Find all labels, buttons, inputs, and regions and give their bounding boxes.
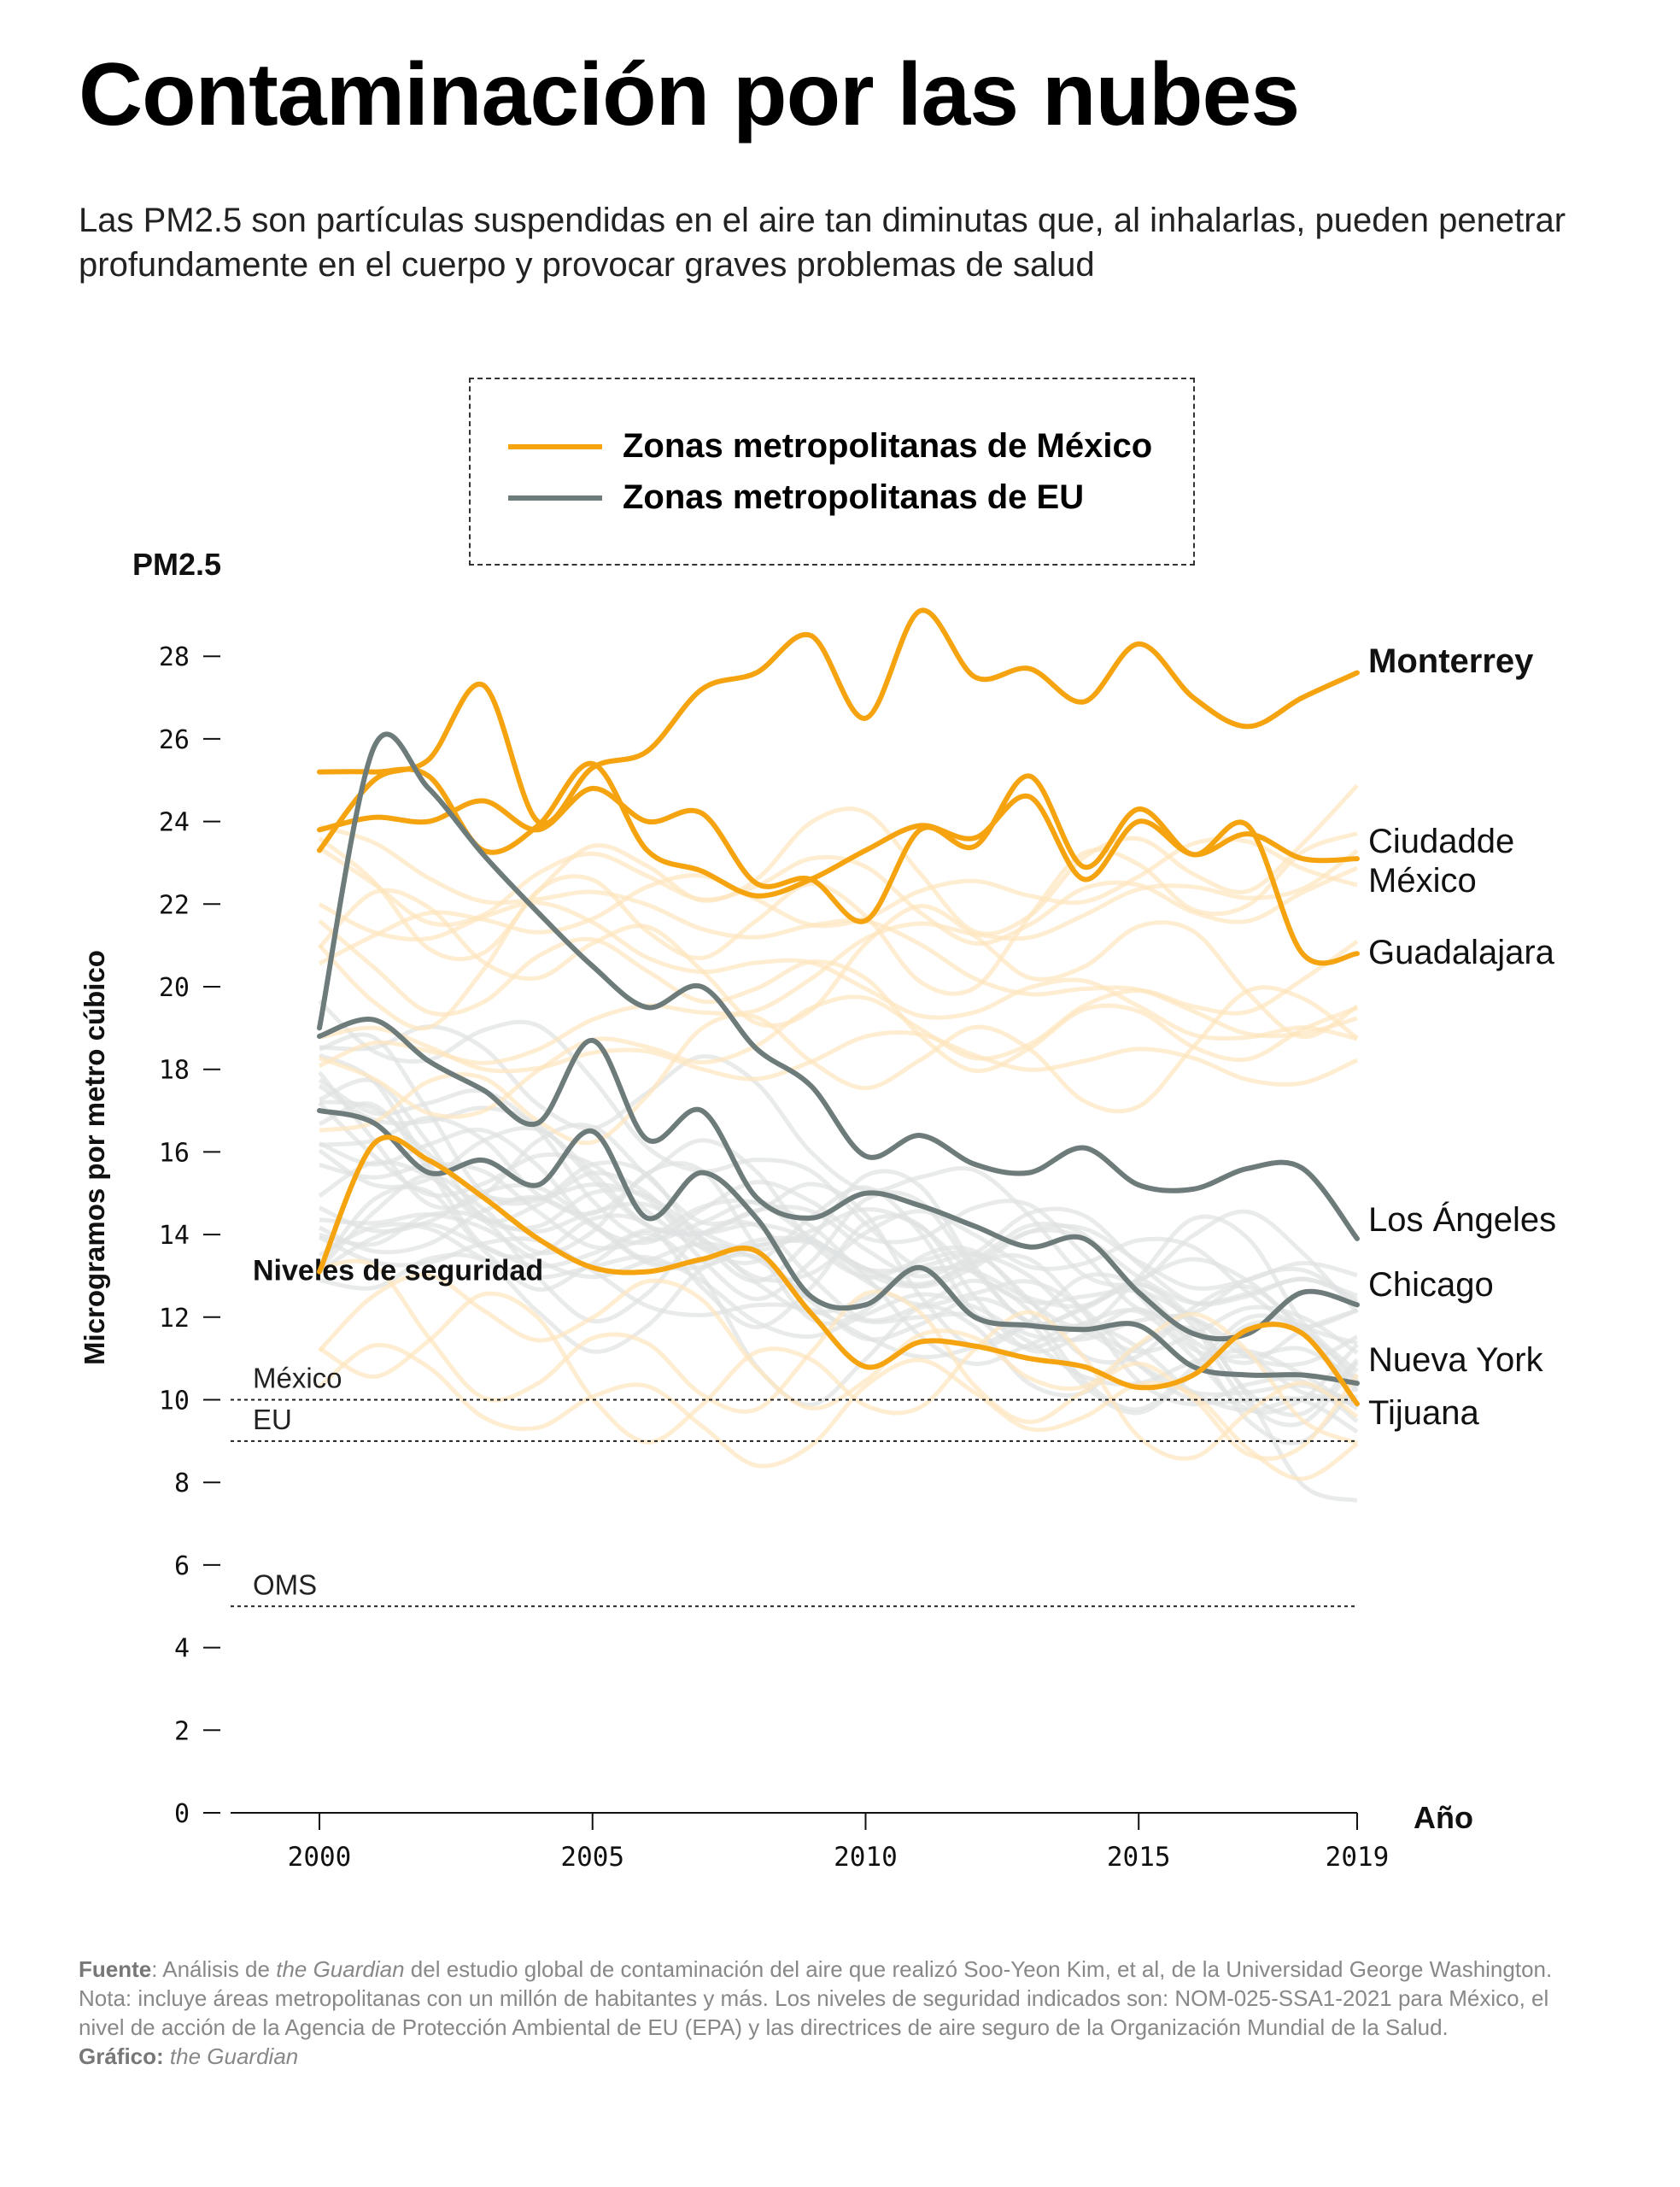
credit-label: Gráfico: bbox=[79, 2043, 164, 2069]
y-axis-label: Microgramos por metro cúbico bbox=[79, 950, 110, 1365]
x-tick-label: 2019 bbox=[1326, 1842, 1390, 1873]
background-mexico-line bbox=[318, 831, 1358, 1031]
credit-italic: the Guardian bbox=[169, 2043, 299, 2069]
legend-swatch-mexico bbox=[508, 443, 602, 449]
background-mexico-line bbox=[318, 783, 1359, 962]
y-axis-title: PM2.5 bbox=[132, 547, 221, 582]
series-line-monterrey bbox=[317, 607, 1360, 853]
safety-label: EU bbox=[253, 1404, 292, 1435]
legend-label-mexico: Zonas metropolitanas de México bbox=[623, 427, 1153, 465]
legend-label-us: Zonas metropolitanas de EU bbox=[623, 478, 1085, 516]
series-line-guadalajara bbox=[317, 773, 1360, 966]
y-tick-label: 14 bbox=[159, 1221, 190, 1251]
credit-note: Gráfico: the Guardian bbox=[79, 2042, 1599, 2071]
y-tick-label: 10 bbox=[159, 1387, 190, 1416]
series-label: Monterrey bbox=[1368, 642, 1534, 680]
x-tick-label: 2015 bbox=[1107, 1842, 1171, 1873]
y-tick-label: 18 bbox=[159, 1056, 190, 1086]
safety-levels: Niveles de seguridad México EU OMS bbox=[231, 1254, 1357, 1608]
background-us-line bbox=[318, 1125, 1358, 1307]
background-us-line bbox=[318, 1185, 1358, 1504]
background-mexico-line bbox=[319, 1025, 1359, 1088]
footer: Fuente: Análisis de the Guardian del est… bbox=[79, 1955, 1599, 2071]
series-label: Ciudadde México bbox=[1368, 823, 1514, 900]
background-us-line bbox=[319, 1210, 1359, 1412]
line-chart: Niveles de seguridad México EU OMS PM2.5 Mic… bbox=[79, 547, 1556, 1873]
background-us-line bbox=[318, 1159, 1358, 1329]
background-mexico-line bbox=[318, 1291, 1359, 1461]
source-post: del estudio global de contaminación del … bbox=[79, 1956, 1553, 2040]
highlighted-series bbox=[317, 607, 1360, 1407]
y-tick-label: 22 bbox=[159, 890, 190, 920]
background-us-line bbox=[319, 1024, 1359, 1315]
legend: Zonas metropolitanas de México Zonas met… bbox=[469, 378, 1195, 566]
series-label: Guadalajara bbox=[1368, 934, 1555, 971]
source-label: Fuente bbox=[79, 1956, 152, 1982]
series-labels: Monterrey Ciudadde México Guadalajara Los Án… bbox=[1368, 642, 1556, 1432]
safety-label: México bbox=[253, 1363, 342, 1394]
x-tick-label: 2005 bbox=[560, 1842, 624, 1873]
series-label: Nueva York bbox=[1368, 1341, 1544, 1379]
source-note: Fuente: Análisis de the Guardian del est… bbox=[79, 1955, 1599, 2042]
legend-item-us: Zonas metropolitanas de EU bbox=[508, 478, 1084, 517]
legend-swatch-us bbox=[508, 495, 602, 501]
background-mexico-line bbox=[318, 900, 1358, 1041]
background-mexico-line bbox=[319, 940, 1359, 1119]
background-us-line bbox=[319, 1115, 1359, 1393]
source-italic: the Guardian bbox=[276, 1956, 405, 1982]
background-mexico-line bbox=[319, 824, 1358, 1039]
source-pre: : Análisis de bbox=[151, 1956, 277, 1982]
chart-subtitle: Las PM2.5 son partículas suspendidas en … bbox=[79, 202, 1566, 284]
y-tick-label: 6 bbox=[174, 1551, 190, 1581]
series-label: Chicago bbox=[1368, 1266, 1494, 1304]
safety-label: OMS bbox=[253, 1568, 317, 1600]
safety-heading: Niveles de seguridad bbox=[253, 1254, 543, 1287]
background-mexico-line bbox=[318, 848, 1359, 1068]
series-line-chicago bbox=[317, 1016, 1360, 1342]
y-tick-label: 4 bbox=[174, 1634, 190, 1664]
y-tick-label: 20 bbox=[159, 973, 190, 1003]
series-label: Los Ángeles bbox=[1368, 1200, 1556, 1239]
x-tick-label: 2010 bbox=[834, 1842, 898, 1873]
legend-item-mexico: Zonas metropolitanas de México bbox=[508, 427, 1152, 466]
y-tick-label: 26 bbox=[159, 725, 190, 755]
chart-title: Contaminación por las nubes bbox=[79, 45, 1300, 144]
series-line-los-ángeles bbox=[317, 731, 1360, 1241]
y-tick-label: 28 bbox=[159, 642, 190, 672]
x-tick-label: 2000 bbox=[288, 1842, 352, 1873]
series-line-nueva-york bbox=[317, 1108, 1360, 1387]
y-tick-label: 0 bbox=[174, 1799, 190, 1829]
background-metro-lines bbox=[318, 783, 1359, 1504]
background-mexico-line bbox=[318, 846, 1359, 947]
series-line-tijuana bbox=[317, 1135, 1360, 1407]
x-axis-title: Año bbox=[1414, 1800, 1473, 1835]
background-mexico-line bbox=[318, 836, 1358, 966]
series-label: Tijuana bbox=[1368, 1394, 1479, 1432]
y-tick-label: 2 bbox=[174, 1716, 190, 1746]
background-us-line bbox=[318, 1000, 1359, 1384]
y-tick-label: 24 bbox=[159, 808, 190, 838]
background-mexico-line bbox=[318, 918, 1358, 1074]
background-mexico-line bbox=[319, 1258, 1359, 1461]
y-tick-label: 12 bbox=[159, 1304, 190, 1334]
y-tick-label: 16 bbox=[159, 1138, 190, 1168]
y-tick-label: 8 bbox=[174, 1469, 190, 1498]
background-mexico-line bbox=[318, 1272, 1358, 1445]
